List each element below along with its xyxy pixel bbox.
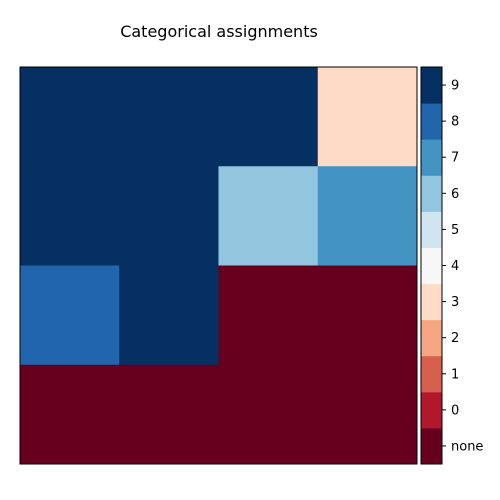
heatmap-cell-r0-c1 <box>119 67 219 167</box>
colorbar-segment-2 <box>421 319 442 357</box>
heatmap-cell-r3-c2 <box>218 364 319 465</box>
colorbar-tick-label-4: 4 <box>451 259 459 274</box>
heatmap-cell-r2-c1 <box>119 265 219 366</box>
heatmap-cell-r0-c0 <box>20 67 120 167</box>
heatmap-cell-r0-c3 <box>317 67 418 167</box>
colorbar-segment-4 <box>421 247 442 285</box>
heatmap-cell-r1-c3 <box>317 166 418 266</box>
colorbar-tick-label-0: 0 <box>451 403 459 418</box>
heatmap-cell-r1-c0 <box>20 166 120 266</box>
colorbar-tick-label-8: 8 <box>451 115 459 130</box>
heatmap-cell-r3-c1 <box>119 364 219 465</box>
heatmap-cell-r1-c1 <box>119 166 219 266</box>
heatmap-frame <box>19 66 418 465</box>
heatmap-cell-r2-c2 <box>218 265 319 366</box>
heatmap-cell-r0-c2 <box>218 67 319 167</box>
heatmap-cell-r3-c3 <box>317 364 418 465</box>
heatmap-cells <box>20 67 418 465</box>
colorbar-tick-label-2: 2 <box>451 331 459 346</box>
heatmap-cell-r3-c0 <box>20 364 120 465</box>
colorbar-segment-3 <box>421 283 442 321</box>
heatmap-cell-r1-c2 <box>218 166 319 266</box>
colorbar-tick-label-1: 1 <box>451 367 459 382</box>
colorbar-segment-5 <box>421 211 442 248</box>
colorbar-segment-0 <box>421 391 442 429</box>
colorbar-tick-label-9: 9 <box>451 79 459 94</box>
colorbar-segment-none <box>421 427 442 465</box>
colorbar-tick-label-7: 7 <box>451 151 459 166</box>
chart-title: Categorical assignments <box>120 22 318 41</box>
colorbar-tick-label-3: 3 <box>451 295 459 310</box>
colorbar-tick-label-6: 6 <box>451 187 459 202</box>
colorbar-segments <box>421 67 442 465</box>
colorbar-segment-9 <box>421 67 442 104</box>
colorbar-tick-label-5: 5 <box>451 223 459 238</box>
colorbar-segment-7 <box>421 139 442 176</box>
colorbar-ticks: none 0 1 2 3 4 5 6 7 8 9 <box>442 79 483 454</box>
colorbar-segment-1 <box>421 355 442 393</box>
heatmap-cell-r2-c3 <box>317 265 418 366</box>
heatmap-cell-r2-c0 <box>20 265 120 366</box>
colorbar-segment-6 <box>421 175 442 212</box>
colorbar-segment-8 <box>421 103 442 140</box>
colorbar-tick-label-none: none <box>451 439 483 454</box>
